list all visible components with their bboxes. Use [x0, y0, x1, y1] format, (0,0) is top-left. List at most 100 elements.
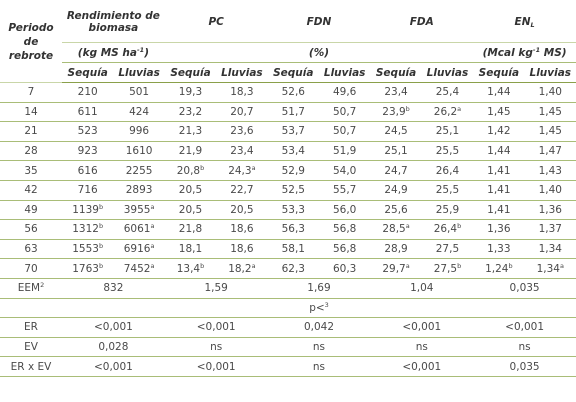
superscript: b — [508, 261, 513, 270]
value-cell: 1,44 — [473, 141, 525, 162]
test-label: EV — [0, 337, 62, 358]
period-cell: 35 — [0, 160, 62, 181]
test-label: ER — [0, 317, 62, 338]
test-value: ns — [473, 337, 576, 358]
cell-text: 29,7 — [382, 262, 406, 275]
value-cell: 611 — [62, 102, 114, 123]
season-header: Sequía — [164, 62, 217, 83]
season-header: Lluvias — [318, 62, 371, 83]
superscript: b — [200, 163, 205, 172]
stat-value: 1,04 — [370, 278, 474, 299]
value-cell: 55,7 — [318, 180, 371, 201]
value-cell: 24,5 — [370, 121, 422, 142]
value-cell: 26,4b — [421, 219, 474, 240]
cell-text: 26,4 — [433, 223, 458, 236]
value-cell: 13,4b — [164, 258, 217, 279]
period-cell: 70 — [0, 258, 62, 279]
value-cell: 1,36 — [473, 219, 525, 240]
value-cell: 25,4 — [421, 82, 474, 103]
value-cell: 1610 — [113, 141, 165, 162]
value-cell: 56,8 — [318, 239, 371, 260]
value-cell: 2255 — [113, 160, 165, 181]
superscript: a — [251, 163, 256, 172]
value-cell: 1,45 — [524, 102, 576, 123]
season-header: Sequía — [267, 62, 319, 83]
cell-text: PC — [208, 16, 224, 28]
value-cell: 1553b — [62, 239, 114, 260]
test-value: <0,001 — [164, 356, 268, 377]
superscript: b — [98, 242, 104, 251]
cell-text: Rendimiento de biomasa — [66, 10, 160, 34]
cell-text: 3955 — [123, 203, 151, 216]
value-cell: 18,2a — [216, 258, 268, 279]
value-cell: 54,0 — [318, 160, 371, 181]
table-row: 56 1312b 6061a 21,8 18,6 56,3 56,8 28,5a 26,4b 1,… — [0, 219, 576, 240]
season-header: Sequía — [370, 62, 422, 83]
cell-text: 7452 — [123, 262, 151, 275]
value-cell: 1,41 — [473, 180, 525, 201]
table-row: 70 1763b 7452a 13,4b 18,2a 62,3 60,3 29,7a 27,5b… — [0, 258, 576, 279]
value-cell: 1,34a — [524, 258, 576, 279]
table-row: EV 0,028 ns ns ns ns — [0, 337, 576, 358]
superscript: b — [98, 222, 104, 231]
cell-text-after: ) — [144, 46, 150, 59]
test-value: 0,042 — [267, 317, 371, 338]
value-cell: 7452a — [113, 258, 165, 279]
value-cell: 18,6 — [216, 219, 268, 240]
value-cell: 20,5 — [164, 200, 217, 221]
value-cell: 24,7 — [370, 160, 422, 181]
table-row: 21 523 996 21,3 23,6 53,7 50,7 24,5 25,1 1,42 1,45 — [0, 121, 576, 142]
cell-text: FDA — [409, 16, 434, 28]
superscript: a — [150, 202, 155, 211]
value-cell: 60,3 — [318, 258, 371, 279]
period-cell: 42 — [0, 180, 62, 201]
season-header: Lluvias — [524, 62, 576, 83]
value-cell: 56,8 — [318, 219, 371, 240]
value-cell: 53,3 — [267, 200, 319, 221]
value-cell: 1,45 — [473, 102, 525, 123]
period-cell: 14 — [0, 102, 62, 123]
cell-text: p< — [309, 301, 325, 314]
table-row: 49 1139b 3955a 20,5 20,5 53,3 56,0 25,6 25,9 1,41… — [0, 200, 576, 221]
unit-header: (Mcal kg-1 MS) — [473, 42, 576, 63]
group-header: PC — [164, 2, 268, 43]
cell-text: 27,5 — [433, 262, 458, 275]
value-cell: 21,9 — [164, 141, 217, 162]
value-cell: 58,1 — [267, 239, 319, 260]
test-value: 0,028 — [62, 337, 165, 358]
value-cell: 51,7 — [267, 102, 319, 123]
stat-label: EEM2 — [0, 278, 62, 299]
value-cell: 23,2 — [164, 102, 217, 123]
test-value: <0,001 — [62, 356, 165, 377]
superscript: 3 — [324, 300, 329, 309]
test-value: <0,001 — [164, 317, 268, 338]
value-cell: 50,7 — [318, 102, 371, 123]
cell-text: 6916 — [123, 243, 151, 256]
stat-value: 1,69 — [267, 278, 371, 299]
value-cell: 20,8b — [164, 160, 217, 181]
cell-text: (kg MS ha — [77, 46, 137, 59]
test-value: 0,035 — [473, 356, 576, 377]
cell-text: 1,24 — [485, 262, 509, 275]
cell-text: 1312 — [72, 223, 99, 236]
value-cell: 20,5 — [216, 200, 268, 221]
value-cell: 1,47 — [524, 141, 576, 162]
superscript: a — [405, 222, 410, 231]
value-cell: 52,5 — [267, 180, 319, 201]
value-cell: 49,6 — [318, 82, 371, 103]
value-cell: 6916a — [113, 239, 165, 260]
results-table: Periodo de rebrote Rendimiento de biomasa… — [0, 2, 576, 377]
value-cell: 24,9 — [370, 180, 422, 201]
test-value: <0,001 — [473, 317, 576, 338]
value-cell: 1139b — [62, 200, 114, 221]
stat-value: 0,035 — [473, 278, 576, 299]
value-cell: 1,45 — [524, 121, 576, 142]
value-cell: 1,40 — [524, 82, 576, 103]
value-cell: 24,3a — [216, 160, 268, 181]
table-row: 63 1553b 6916a 18,1 18,6 58,1 56,8 28,9 27,5 1,33… — [0, 239, 576, 260]
superscript: -1 — [136, 45, 145, 54]
p-header: p<3 — [62, 298, 576, 319]
table-row: 42 716 2893 20,5 22,7 52,5 55,7 24,9 25,5 1,41 1,4… — [0, 180, 576, 201]
value-cell: 20,5 — [164, 180, 217, 201]
